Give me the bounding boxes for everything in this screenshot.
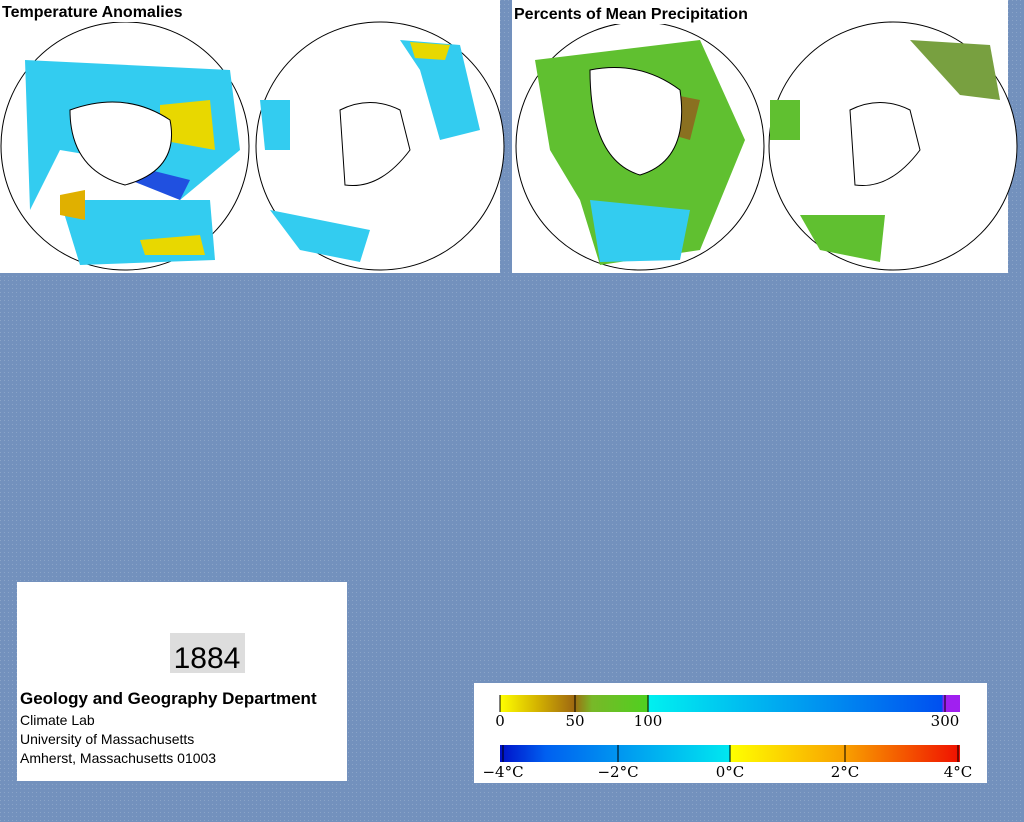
colorbar-labels: 0 50 100 300 <box>495 695 959 730</box>
globe-map <box>515 21 1018 271</box>
panel-title: Temperature Anomalies <box>2 4 183 21</box>
title-bg <box>0 0 210 22</box>
panel-title: Percents of Mean Precipitation <box>514 6 748 23</box>
title-bg <box>512 2 784 24</box>
info-line: Amherst, Massachusetts 01003 <box>20 750 216 766</box>
colorbar-label: 300 <box>931 712 960 730</box>
department: Geology and Geography Department <box>20 689 317 708</box>
globe-map <box>0 21 505 271</box>
colorbar-label: 4°C <box>944 763 973 781</box>
year-bg <box>170 633 245 673</box>
colorbar-label: 100 <box>634 712 663 730</box>
colorbar-labels: −4°C −2°C 0°C 2°C 4°C <box>482 745 972 781</box>
colorbar-label: 2°C <box>831 763 860 781</box>
info-line: University of Massachusetts <box>20 731 194 747</box>
colorbar-label: 50 <box>565 712 584 730</box>
colorbar-label: 0 <box>495 712 505 730</box>
colorbar-label: −2°C <box>597 763 638 781</box>
info-box <box>17 582 347 781</box>
year: 1884 <box>174 642 241 675</box>
colorbar <box>500 695 960 712</box>
colorbar-label: 0°C <box>716 763 745 781</box>
colorbar-label: −4°C <box>482 763 523 781</box>
info-line: Climate Lab <box>20 712 95 728</box>
